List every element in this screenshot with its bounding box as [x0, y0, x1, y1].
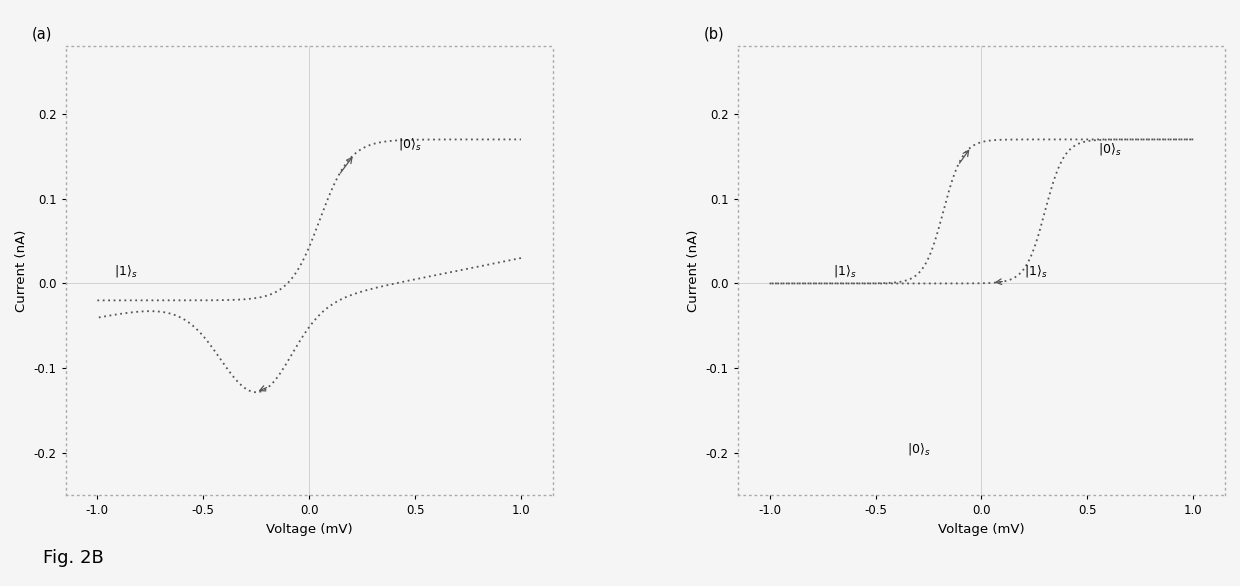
Text: Fig. 2B: Fig. 2B [43, 548, 104, 567]
Y-axis label: Current (nA): Current (nA) [687, 230, 701, 312]
Y-axis label: Current (nA): Current (nA) [15, 230, 29, 312]
X-axis label: Voltage (mV): Voltage (mV) [939, 523, 1024, 536]
Text: $|1\rangle_s$: $|1\rangle_s$ [114, 264, 138, 280]
Text: $|0\rangle_s$: $|0\rangle_s$ [398, 137, 422, 152]
Text: $|1\rangle_s$: $|1\rangle_s$ [1024, 264, 1048, 280]
Text: $|0\rangle_s$: $|0\rangle_s$ [1097, 141, 1121, 156]
Text: (a): (a) [31, 27, 52, 42]
Text: $|1\rangle_s$: $|1\rangle_s$ [833, 264, 857, 280]
Text: $|0\rangle_s$: $|0\rangle_s$ [908, 441, 931, 458]
Text: (b): (b) [704, 27, 724, 42]
X-axis label: Voltage (mV): Voltage (mV) [265, 523, 352, 536]
